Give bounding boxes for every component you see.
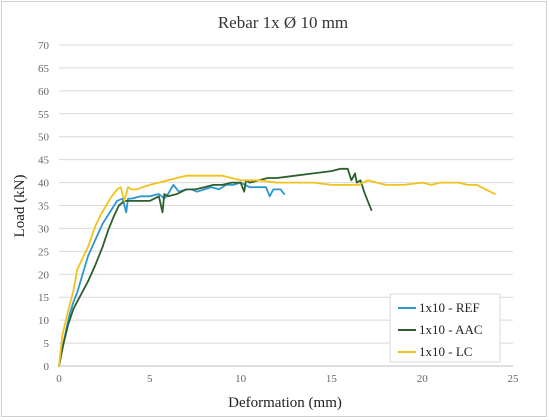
grid-layer: [59, 44, 513, 367]
y-tick-label: 20: [38, 269, 50, 281]
y-tick-label: 55: [38, 109, 50, 121]
series-layer: [58, 167, 496, 367]
y-tick-label: 30: [38, 223, 50, 235]
x-tick-label: 15: [326, 373, 338, 385]
y-tick-label: 25: [38, 246, 50, 258]
legend-label: 1x10 - AAC: [419, 322, 483, 337]
x-tick-label: 0: [56, 373, 62, 385]
series-line-1: [58, 181, 286, 367]
series-line-3: [58, 174, 496, 367]
chart-title: Rebar 1x Ø 10 mm: [218, 13, 348, 32]
x-axis-title: Deformation (mm): [228, 395, 342, 411]
x-tick-label: 20: [417, 373, 429, 385]
y-tick-label: 70: [38, 40, 50, 52]
legend-box: [389, 293, 501, 363]
legend: 1x10 - REF 1x10 - AAC 1x10 - LC: [389, 293, 501, 363]
legend-label: 1x10 - LC: [419, 344, 472, 359]
y-axis-title: Load (kN): [12, 175, 28, 238]
y-tick-label: 60: [38, 86, 50, 98]
legend-label: 1x10 - REF: [419, 300, 480, 315]
y-tick-label: 45: [38, 155, 50, 167]
y-tick-label: 5: [44, 338, 50, 350]
y-tick-label: 35: [38, 201, 50, 213]
y-tick-label: 65: [38, 63, 50, 75]
x-tick-label: 5: [147, 373, 153, 385]
y-tick-label: 15: [38, 292, 50, 304]
x-tick-label: 10: [235, 373, 247, 385]
series-line-2: [58, 167, 373, 367]
tick-layer: 0 5 10 15 20 25 30 35 40 45 50 55 60 65 70 0 5 10 15 20 25: [38, 40, 519, 385]
y-tick-label: 0: [44, 361, 50, 373]
y-tick-label: 40: [38, 178, 50, 190]
y-tick-label: 10: [38, 315, 50, 327]
x-tick-label: 25: [508, 373, 520, 385]
y-tick-label: 50: [38, 132, 50, 144]
